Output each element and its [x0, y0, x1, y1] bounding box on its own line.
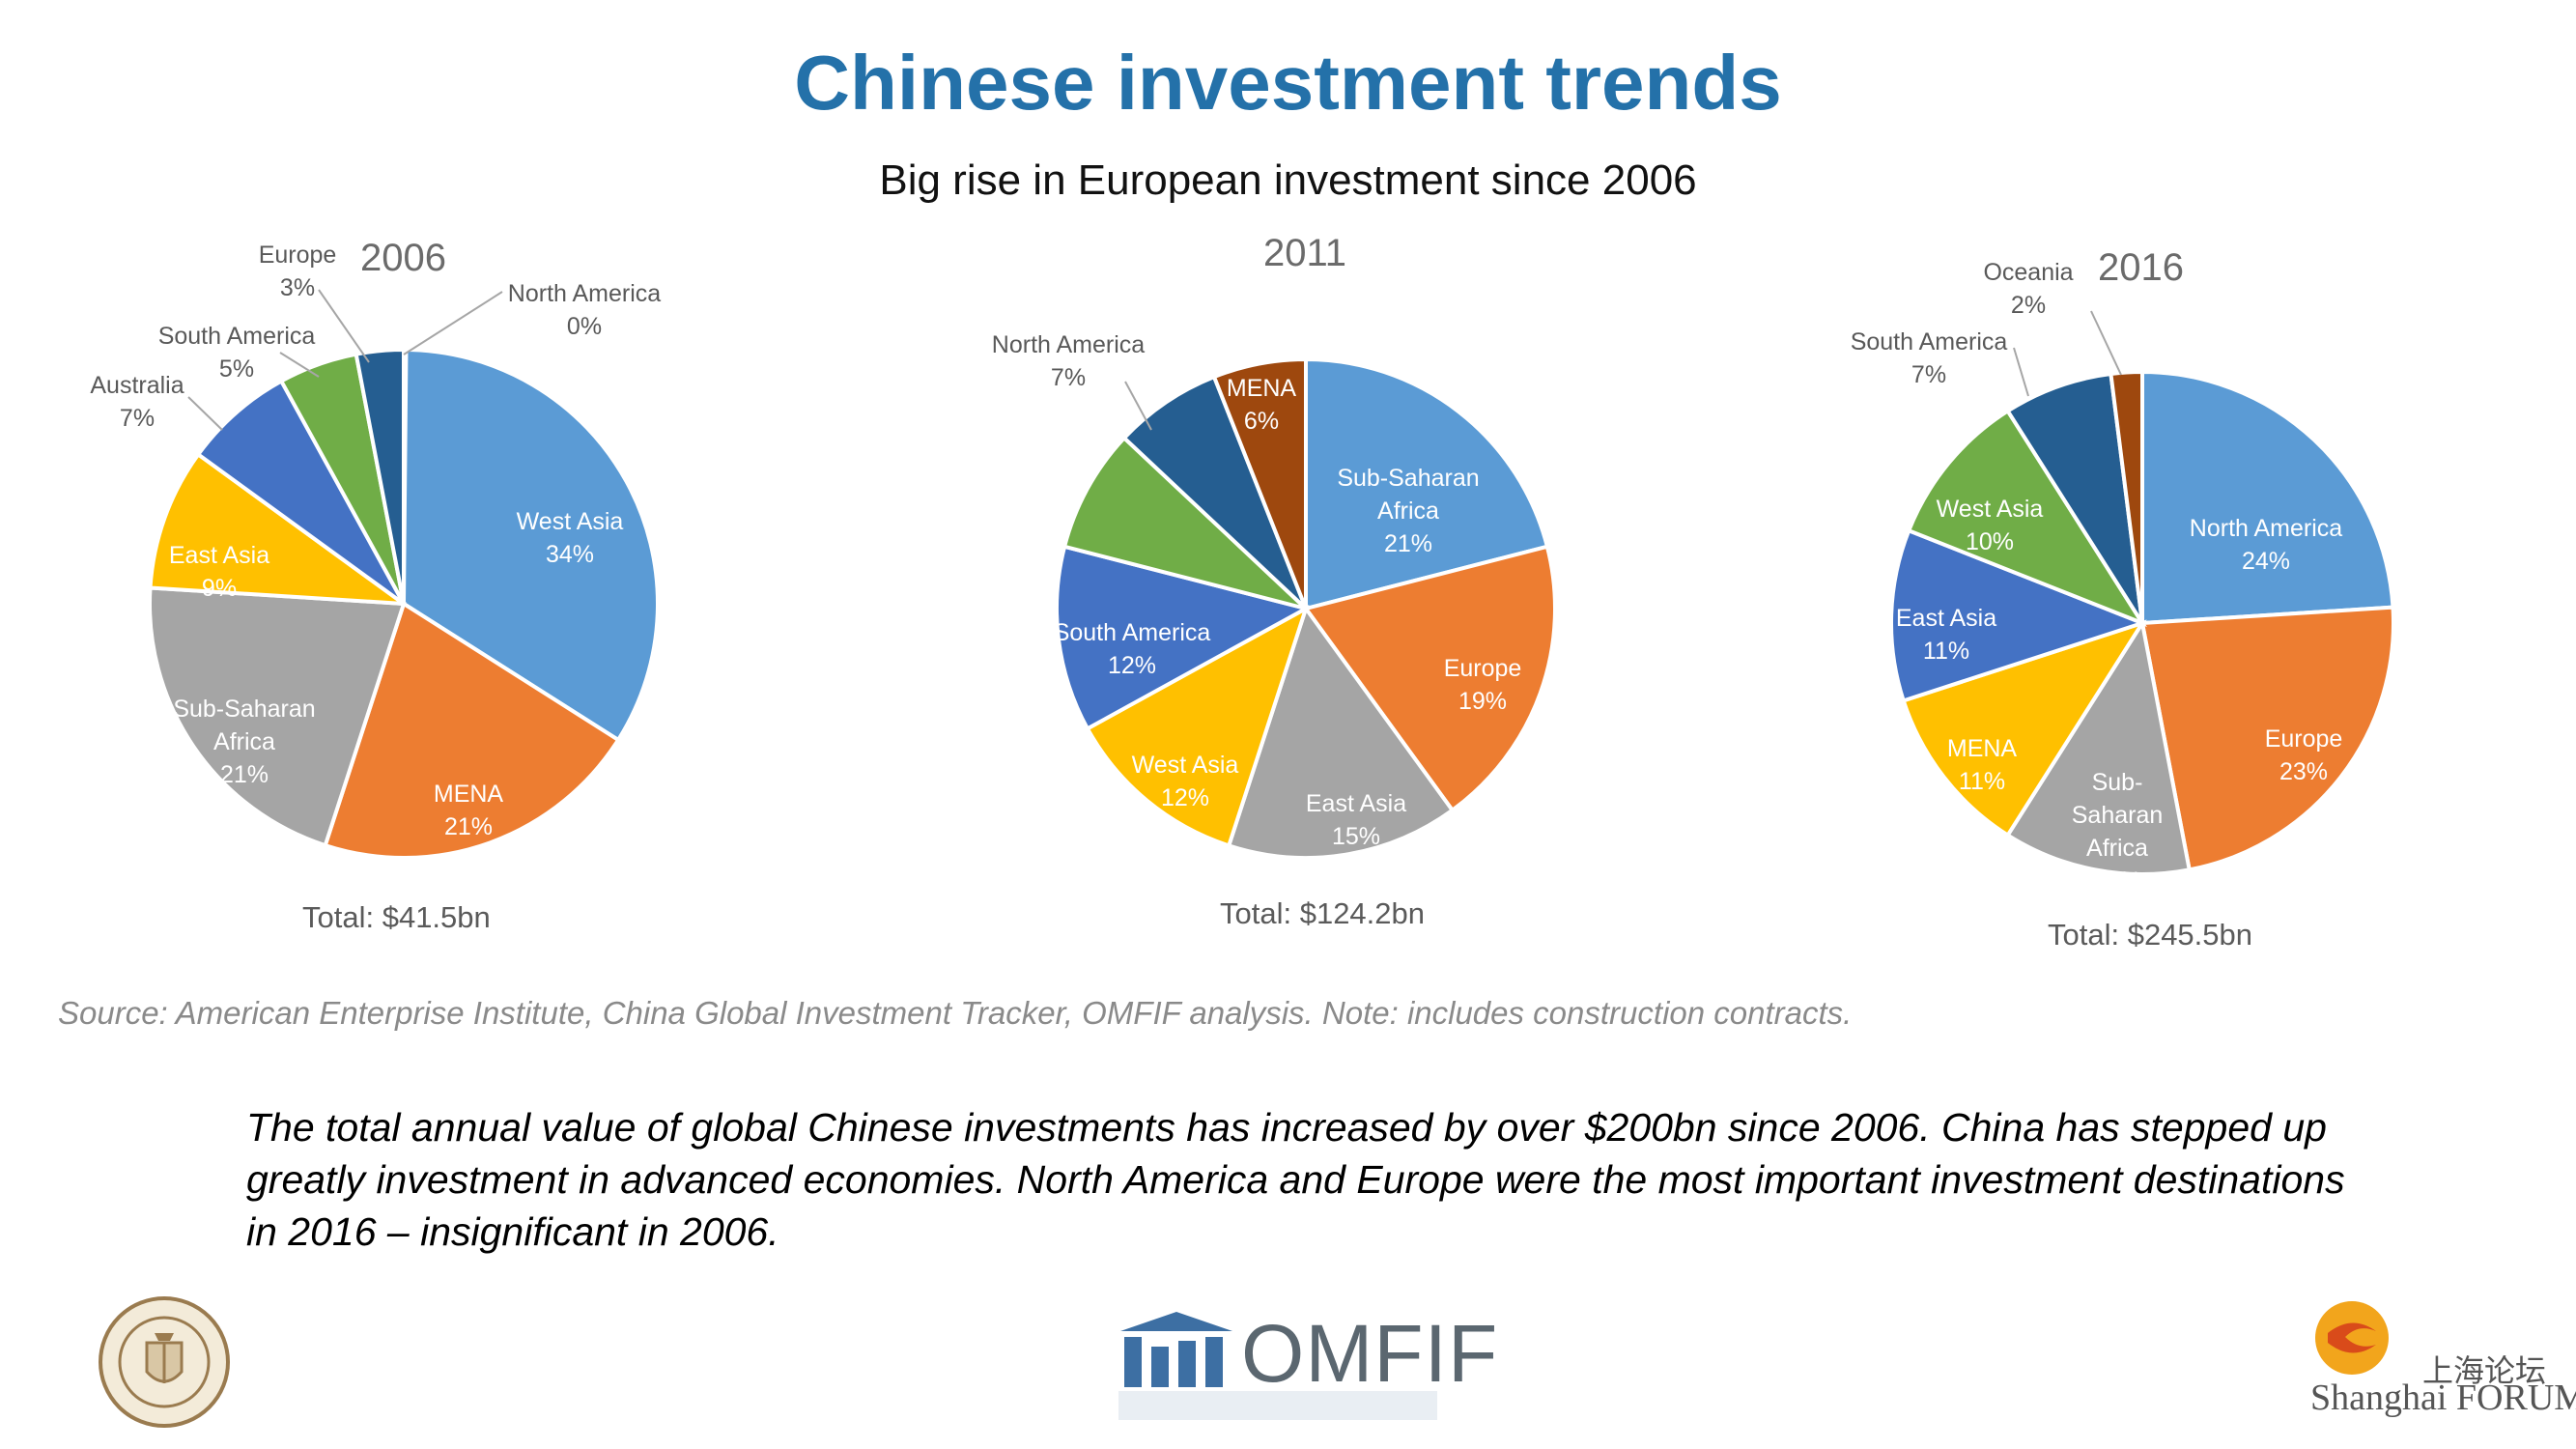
page-subtitle: Big rise in European investment since 20… [879, 156, 1697, 204]
leader-line-2011-6 [1124, 381, 1152, 431]
data-label-2016-6: South America 7% [1851, 328, 2008, 388]
data-label-2016-1: Europe 23% [2265, 725, 2343, 785]
data-label-2011-0: Sub-Saharan Africa 21% [1337, 465, 1479, 557]
data-label-2016-4: East Asia 11% [1896, 605, 1996, 665]
data-label-2016-5: West Asia 10% [1937, 496, 2044, 555]
source-note: Source: American Enterprise Institute, C… [58, 995, 1853, 1031]
data-label-2006-3: East Asia 9% [169, 542, 269, 602]
leader-line-2006-7 [403, 291, 503, 355]
data-label-2011-6: North America 7% [992, 331, 1145, 391]
chart-title-2011: 2011 [1263, 232, 1347, 274]
pie-slice-2016-0 [2140, 369, 2395, 626]
data-label-2016-2: Sub-Saharan Africa 12% [2072, 769, 2164, 895]
pie-slice-2011-2 [1226, 604, 1456, 860]
data-label-2006-6: Europe 3% [259, 242, 337, 301]
data-label-2006-2: Sub-Saharan Africa 21% [173, 696, 315, 788]
pie-slice-2006-7 [402, 347, 409, 605]
pie-slice-2011-4 [1055, 544, 1312, 732]
data-label-2016-0: North America 24% [2190, 515, 2342, 575]
pie-slice-2011-3 [1085, 604, 1310, 848]
leader-line-2006-4 [187, 396, 223, 431]
pie-slice-2011-7 [1211, 356, 1308, 610]
omfif-logo-icon [1118, 1312, 1437, 1420]
data-label-2006-0: West Asia 34% [517, 508, 624, 568]
pie-slice-2016-3 [1901, 619, 2147, 838]
pie-slice-2006-4 [195, 378, 406, 606]
chart-total-2011: Total: $124.2bn [1220, 896, 1426, 930]
data-label-2016-3: MENA 11% [1947, 735, 2018, 795]
data-label-2006-1: MENA 21% [434, 781, 504, 840]
pie-slice-2006-1 [323, 600, 621, 860]
pie-slice-2016-5 [1906, 408, 2147, 628]
pie-slice-2011-1 [1302, 544, 1557, 813]
pie-slice-2016-1 [2139, 605, 2395, 872]
data-label-2006-4: Australia 7% [90, 372, 184, 432]
chart-total-2016: Total: $245.5bn [2048, 918, 2253, 952]
data-label-2011-7: MENA 6% [1227, 375, 1297, 435]
leader-line-2016-7 [2090, 310, 2122, 376]
shanghai-forum-en-text: Shanghai FORUM [2310, 1378, 2576, 1418]
omfif-logo-text: OMFIF [1241, 1308, 1499, 1399]
central-bank-seal-logo [99, 1296, 230, 1428]
data-label-2006-7: North America 0% [508, 280, 661, 340]
shanghai-forum-cn-text: 上海论坛 [2422, 1353, 2547, 1388]
leader-line-2006-6 [318, 289, 370, 363]
pie-slice-2006-3 [148, 451, 410, 607]
leader-line-2016-6 [2013, 347, 2029, 397]
chart-title-2006: 2006 [360, 237, 446, 279]
page-title: Chinese investment trends [794, 40, 1782, 126]
data-label-2011-2: East Asia 15% [1306, 790, 1406, 850]
shanghai-forum-logo-icon [2315, 1301, 2389, 1375]
data-label-2011-1: Europe 19% [1444, 655, 1522, 715]
pie-slice-2016-2 [2004, 617, 2193, 876]
pie-slice-2016-6 [2004, 371, 2144, 625]
leader-line-2006-5 [279, 352, 320, 378]
data-label-2006-5: South America 5% [158, 323, 316, 383]
pie-slice-2011-0 [1304, 356, 1550, 611]
chart-title-2016: 2016 [2098, 246, 2184, 289]
data-label-2011-4: South America 12% [1054, 619, 1211, 679]
pie-slice-2016-4 [1889, 527, 2148, 703]
data-label-2011-3: West Asia 12% [1132, 752, 1239, 811]
pie-slice-2006-2 [148, 585, 407, 848]
data-label-2016-7: Oceania 2% [1983, 259, 2073, 319]
chart-total-2006: Total: $41.5bn [302, 900, 491, 934]
pie-slice-2011-6 [1121, 374, 1308, 611]
summary-text: The total annual value of global Chinese… [246, 1105, 2345, 1254]
pie-slice-2011-5 [1062, 435, 1308, 611]
pie-slice-2016-7 [2109, 369, 2144, 624]
